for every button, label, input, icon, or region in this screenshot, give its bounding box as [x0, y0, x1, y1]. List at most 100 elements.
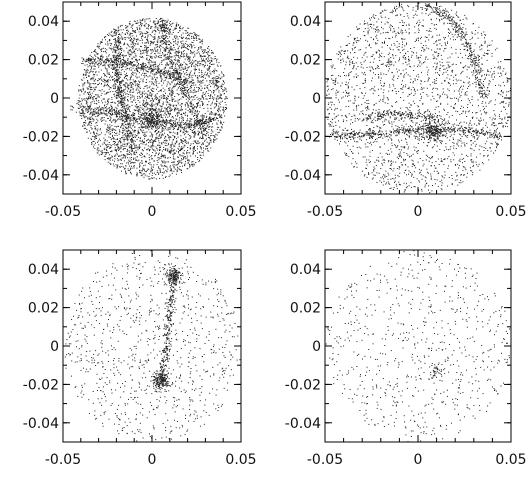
data-point	[123, 62, 124, 64]
data-point	[110, 151, 111, 153]
data-point	[90, 124, 92, 126]
data-point	[119, 131, 121, 133]
data-point	[186, 126, 188, 128]
data-point	[217, 80, 218, 82]
data-point	[119, 52, 121, 54]
data-point	[122, 127, 124, 129]
data-point	[149, 59, 150, 61]
data-point	[118, 42, 120, 44]
data-point	[154, 124, 156, 126]
data-point	[108, 40, 110, 42]
data-point	[105, 144, 107, 146]
data-point	[210, 117, 212, 119]
data-point	[155, 79, 157, 81]
data-point	[205, 148, 207, 150]
data-point	[134, 140, 136, 142]
data-point	[197, 90, 199, 92]
data-point	[90, 78, 92, 79]
data-point	[173, 158, 175, 160]
data-point	[161, 27, 163, 29]
data-point	[147, 127, 149, 129]
data-point	[192, 52, 194, 54]
data-point	[116, 29, 118, 31]
data-point	[108, 111, 109, 113]
data-point	[95, 87, 97, 88]
data-point	[196, 69, 197, 70]
data-point	[96, 149, 98, 151]
data-point	[138, 67, 140, 69]
data-point	[132, 72, 134, 74]
data-point	[126, 47, 128, 49]
data-point	[170, 67, 172, 69]
data-point	[137, 116, 139, 117]
data-point	[116, 73, 118, 75]
data-point	[223, 108, 225, 110]
data-point	[137, 39, 139, 41]
data-point	[162, 130, 164, 132]
data-point	[190, 136, 192, 138]
data-point	[107, 83, 108, 85]
data-point	[152, 172, 153, 174]
data-point	[95, 122, 97, 124]
data-point	[127, 25, 129, 27]
data-point	[202, 104, 204, 106]
data-point	[156, 40, 158, 42]
data-point	[213, 70, 215, 71]
data-point	[179, 28, 181, 30]
data-point	[133, 61, 135, 62]
data-point	[162, 134, 164, 136]
data-point	[169, 105, 171, 107]
data-point	[151, 102, 153, 104]
data-point	[124, 154, 126, 156]
data-point	[217, 80, 219, 82]
data-point	[116, 95, 118, 97]
data-point	[101, 49, 102, 51]
data-point	[141, 130, 143, 132]
data-point	[194, 115, 195, 116]
data-point	[109, 113, 111, 114]
data-point	[162, 53, 164, 55]
data-point	[109, 124, 111, 126]
data-point	[177, 115, 179, 117]
data-point	[181, 141, 183, 143]
data-point	[123, 131, 125, 133]
data-point	[154, 38, 156, 40]
data-point	[165, 34, 167, 36]
data-point	[153, 56, 155, 58]
data-point	[149, 178, 151, 180]
data-point	[96, 108, 98, 110]
data-point	[118, 90, 120, 92]
data-point	[112, 68, 113, 70]
data-point	[123, 85, 125, 87]
data-point	[151, 177, 153, 179]
data-point	[202, 56, 204, 57]
data-point	[165, 126, 167, 128]
data-point	[203, 98, 205, 100]
data-point	[95, 71, 97, 73]
data-point	[164, 107, 166, 109]
data-point	[191, 37, 193, 39]
data-point	[120, 100, 122, 102]
data-point	[118, 71, 120, 73]
data-point	[186, 155, 188, 157]
data-point	[78, 89, 80, 91]
data-point	[177, 132, 179, 134]
data-point	[195, 38, 197, 40]
data-point	[139, 144, 140, 146]
data-point	[195, 123, 197, 125]
data-point	[124, 109, 126, 110]
data-point	[145, 135, 147, 137]
data-point	[118, 96, 120, 98]
data-point	[110, 128, 112, 130]
data-point	[215, 139, 217, 141]
data-point	[187, 168, 189, 170]
data-point	[104, 110, 106, 112]
data-point	[93, 75, 95, 77]
data-point	[119, 130, 121, 132]
data-point	[117, 26, 119, 28]
data-point	[101, 92, 103, 94]
data-point	[116, 114, 118, 116]
data-point	[105, 106, 107, 108]
data-point	[147, 139, 148, 141]
data-point	[192, 42, 194, 43]
